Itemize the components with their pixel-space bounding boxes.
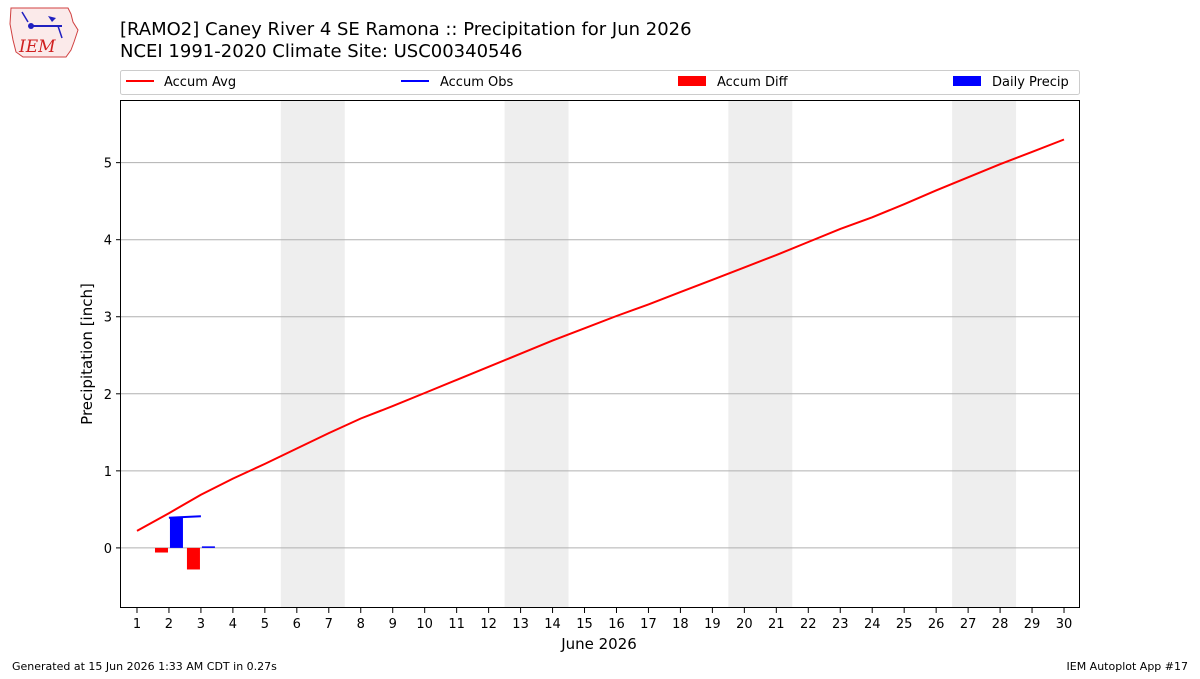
barb-line-icon bbox=[21, 11, 29, 23]
x-tick-label: 25 bbox=[896, 617, 913, 632]
x-tick-label: 24 bbox=[864, 617, 881, 632]
logo-text: IEM bbox=[18, 37, 56, 57]
x-tick-label: 13 bbox=[512, 617, 529, 632]
wind-flag-icon bbox=[48, 16, 56, 22]
x-tick-label: 3 bbox=[197, 617, 205, 632]
chart-legend: Accum Avg Accum Obs Accum Diff Daily Pre… bbox=[120, 70, 1080, 95]
x-tick-label: 22 bbox=[800, 617, 817, 632]
x-tick-label: 16 bbox=[608, 617, 625, 632]
x-tick-label: 8 bbox=[357, 617, 365, 632]
x-tick-label: 10 bbox=[416, 617, 433, 632]
x-tick-label: 6 bbox=[293, 617, 301, 632]
y-axis: 0 1 2 3 4 5 bbox=[104, 157, 121, 557]
x-tick-label: 18 bbox=[672, 617, 689, 632]
iem-logo: IEM bbox=[9, 7, 79, 58]
footer-generated: Generated at 15 Jun 2026 1:33 AM CDT in … bbox=[12, 660, 277, 673]
legend-label-accum-diff: Accum Diff bbox=[717, 75, 789, 90]
accum-diff-bar bbox=[186, 547, 200, 570]
accum-avg-line bbox=[136, 138, 1065, 532]
weekend-shading bbox=[280, 101, 1017, 608]
x-tick-label: 1 bbox=[133, 617, 141, 632]
daily-precip-bar bbox=[201, 546, 215, 548]
weekend-band bbox=[952, 101, 1017, 608]
x-tick-label: 21 bbox=[768, 617, 785, 632]
chart-title: [RAMO2] Caney River 4 SE Ramona :: Preci… bbox=[120, 19, 692, 40]
x-tick-label: 27 bbox=[960, 617, 977, 632]
x-tick-label: 2 bbox=[165, 617, 173, 632]
x-tick-label: 30 bbox=[1056, 617, 1073, 632]
x-tick-label: 14 bbox=[544, 617, 561, 632]
legend-label-daily-precip: Daily Precip bbox=[992, 75, 1069, 90]
chart-subtitle: NCEI 1991-2020 Climate Site: USC00340546 bbox=[120, 41, 522, 62]
y-tick-label: 4 bbox=[104, 234, 112, 249]
accum-diff-bar bbox=[154, 547, 168, 553]
footer-app: IEM Autoplot App #17 bbox=[1067, 660, 1189, 673]
x-tick-label: 17 bbox=[640, 617, 657, 632]
legend-frame bbox=[120, 70, 1080, 95]
bar-series bbox=[154, 517, 215, 570]
x-tick-label: 11 bbox=[448, 617, 465, 632]
x-tick-label: 4 bbox=[229, 617, 237, 632]
x-tick-label: 7 bbox=[325, 617, 333, 632]
legend-swatch-daily-precip bbox=[953, 76, 981, 86]
legend-swatch-accum-diff bbox=[678, 76, 706, 86]
x-axis: 1 2 3 4 5 6 7 8 9 10 11 12 13 14 15 16 17 18 19 20 21 22 23 24 2… bbox=[133, 608, 1072, 632]
y-tick-label: 3 bbox=[104, 311, 112, 326]
x-tick-label: 12 bbox=[480, 617, 497, 632]
weekend-band bbox=[280, 101, 345, 608]
x-tick-label: 19 bbox=[704, 617, 721, 632]
line-series bbox=[136, 138, 1065, 532]
daily-precip-bar bbox=[169, 517, 183, 548]
y-axis-label: Precipitation [inch] bbox=[78, 283, 96, 425]
legend-label-accum-avg: Accum Avg bbox=[164, 75, 236, 90]
y-tick-label: 2 bbox=[104, 388, 112, 403]
station-dot-icon bbox=[28, 23, 34, 29]
y-tick-label: 5 bbox=[104, 157, 112, 172]
x-tick-label: 9 bbox=[389, 617, 397, 632]
x-tick-label: 29 bbox=[1024, 617, 1041, 632]
y-tick-label: 1 bbox=[104, 465, 112, 480]
x-tick-label: 20 bbox=[736, 617, 753, 632]
x-tick-label: 28 bbox=[992, 617, 1009, 632]
legend-label-accum-obs: Accum Obs bbox=[440, 75, 513, 90]
x-tick-label: 5 bbox=[261, 617, 269, 632]
weekend-band bbox=[504, 101, 569, 608]
barb-line-icon bbox=[57, 25, 63, 39]
y-gridlines bbox=[121, 162, 1080, 549]
x-tick-label: 15 bbox=[576, 617, 593, 632]
accum-obs-line bbox=[168, 515, 201, 519]
weekend-band bbox=[728, 101, 793, 608]
x-axis-label: June 2026 bbox=[560, 635, 637, 653]
x-tick-label: 26 bbox=[928, 617, 945, 632]
x-tick-label: 23 bbox=[832, 617, 849, 632]
y-tick-label: 0 bbox=[104, 542, 112, 557]
plot-frame bbox=[120, 100, 1080, 608]
